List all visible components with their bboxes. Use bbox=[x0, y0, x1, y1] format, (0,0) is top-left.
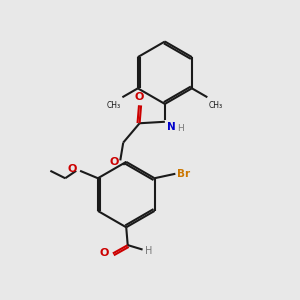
Text: H: H bbox=[145, 246, 152, 256]
Text: N: N bbox=[167, 122, 176, 132]
Text: O: O bbox=[134, 92, 143, 102]
Text: Br: Br bbox=[177, 169, 190, 179]
Text: H: H bbox=[177, 124, 184, 133]
Text: CH₃: CH₃ bbox=[107, 101, 121, 110]
Text: O: O bbox=[100, 248, 109, 258]
Text: O: O bbox=[68, 164, 77, 174]
Text: O: O bbox=[109, 157, 119, 167]
Text: CH₃: CH₃ bbox=[209, 101, 223, 110]
